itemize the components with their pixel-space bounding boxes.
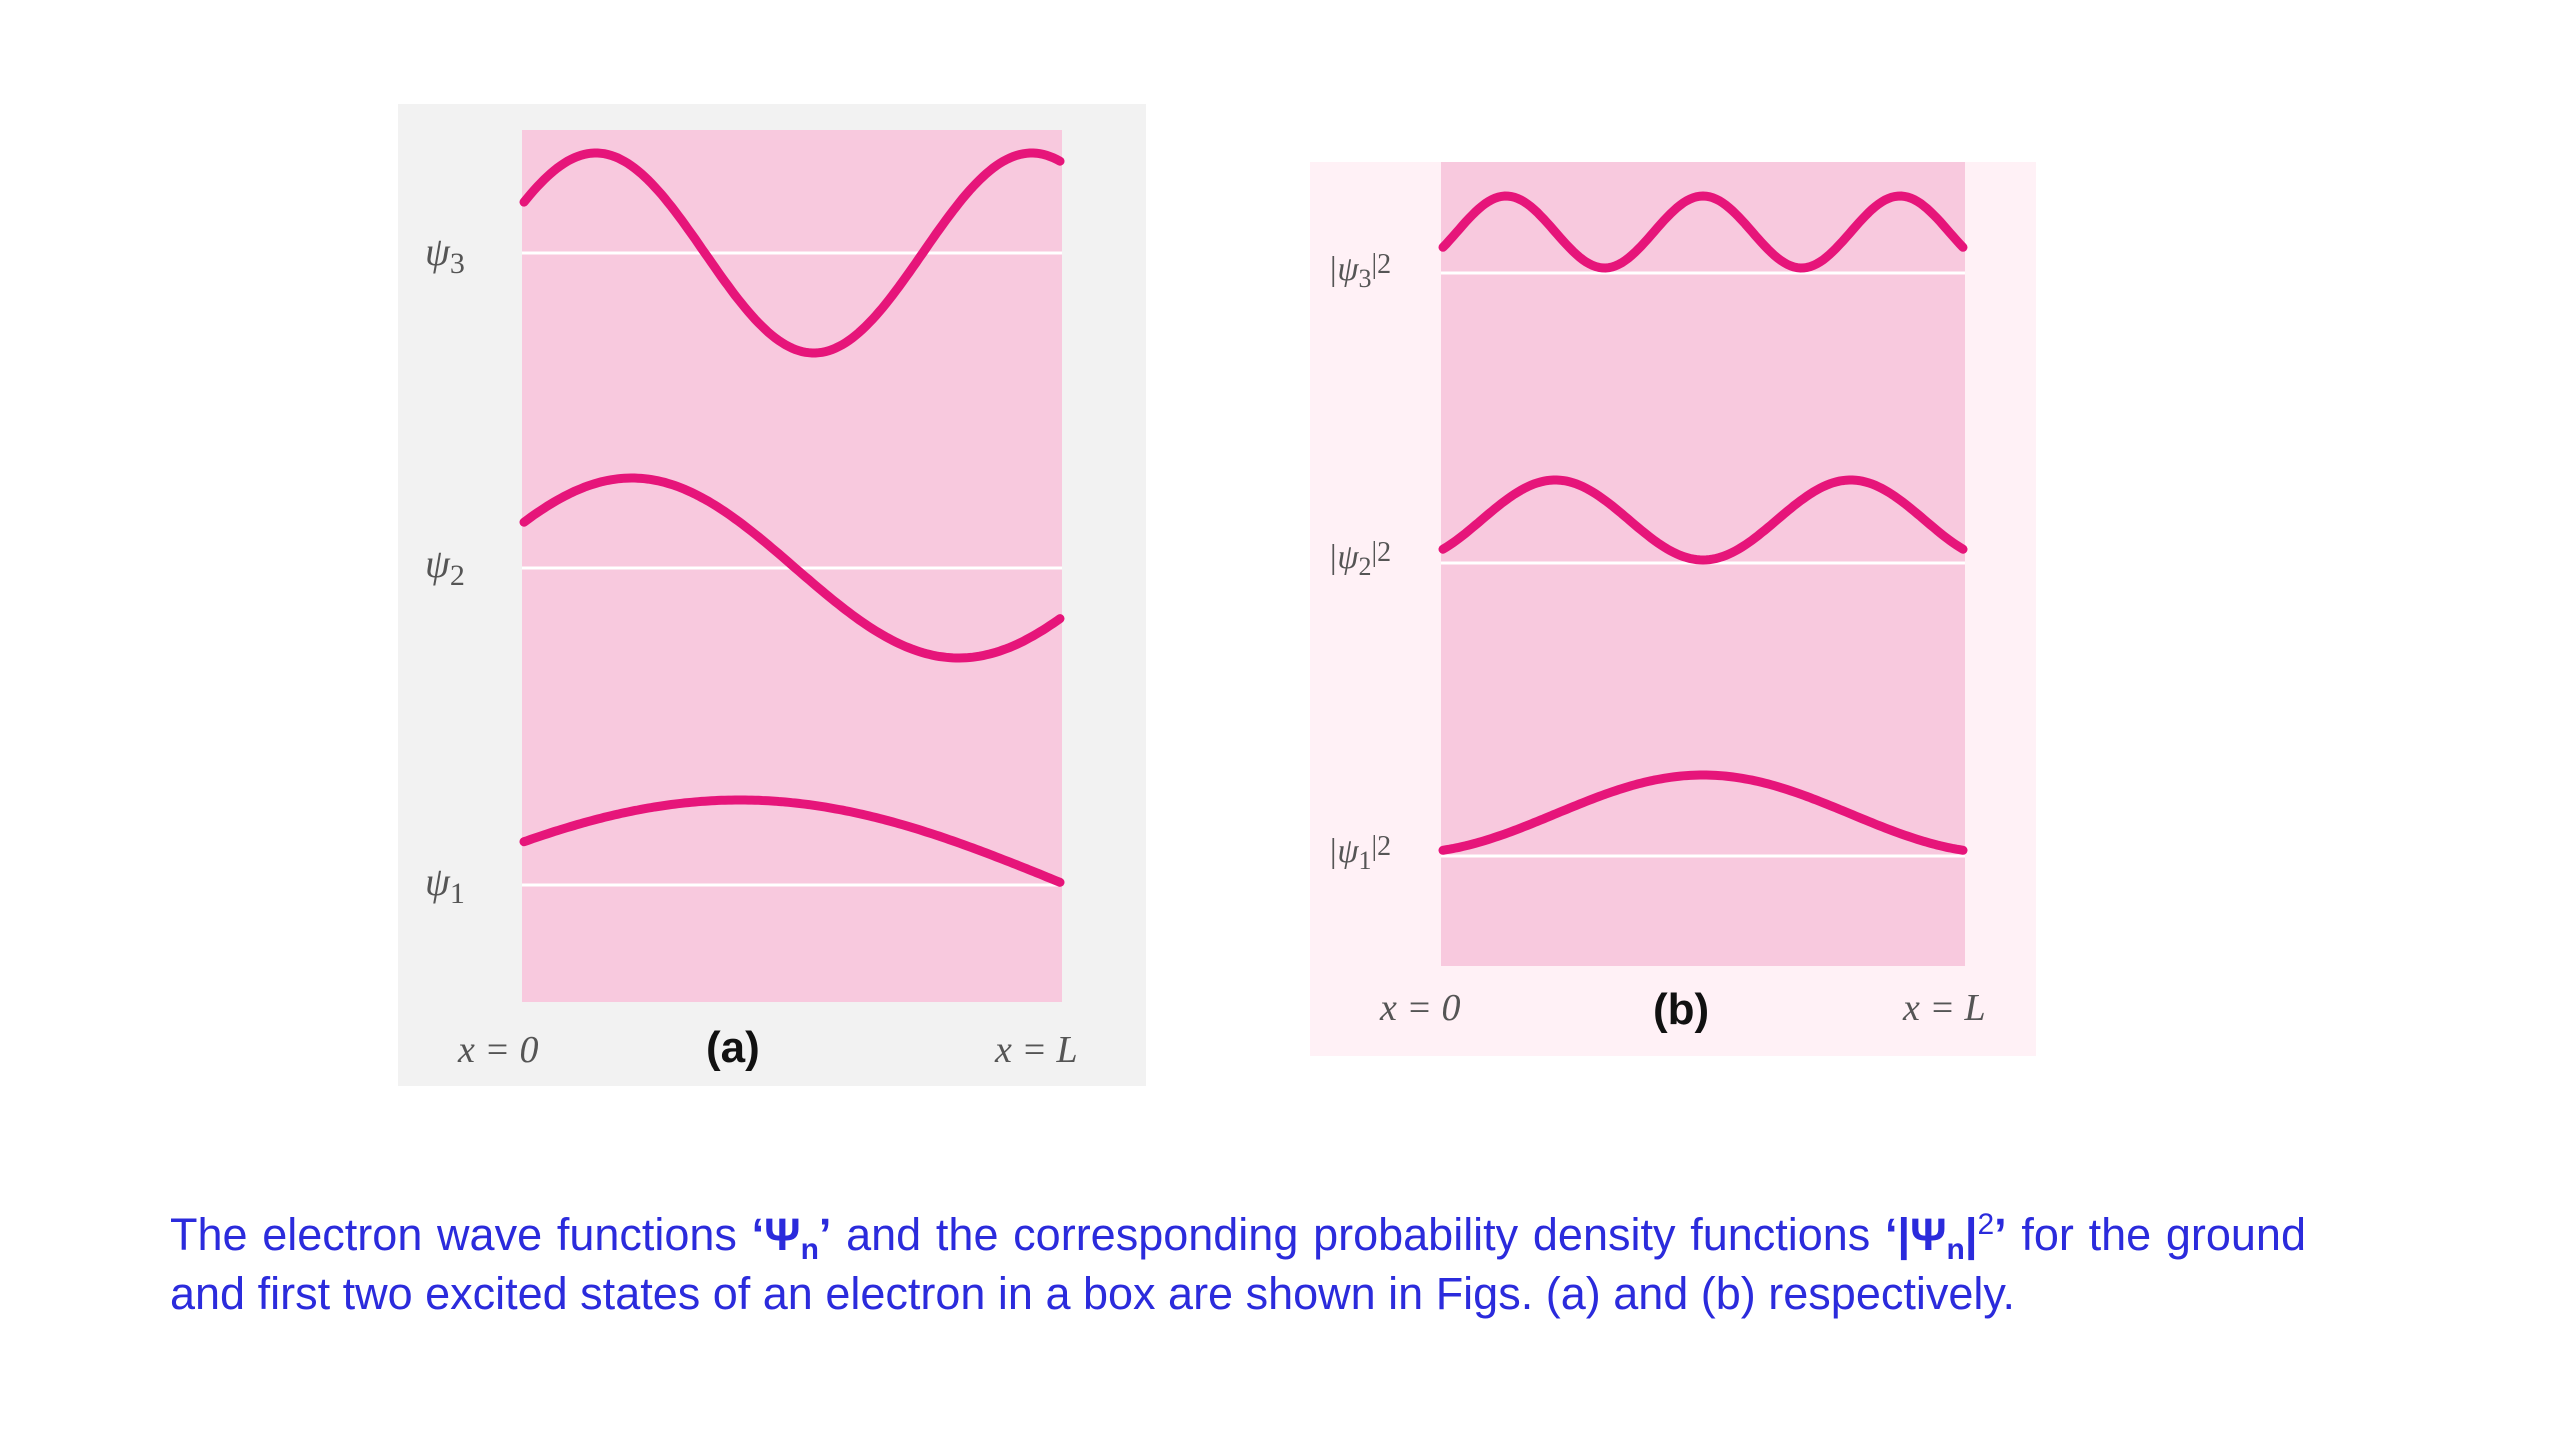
psi3-wave-curve (519, 148, 1065, 358)
panel-a-letter: (a) (706, 1023, 760, 1072)
caption-density-symbol: ‘|Ψn| (1885, 1209, 1978, 1266)
psi2-density-label: |ψ2|2 (1328, 537, 1391, 581)
panel-b: |ψ3|2 |ψ2|2 |ψ1|2 x = 0 (b) x = L (1310, 162, 2036, 1056)
panel-b-letter: (b) (1653, 985, 1709, 1034)
panel-a-x-right-label: x = L (994, 1029, 1078, 1071)
psi2-density-curve (1438, 475, 1968, 565)
psi1-density-label: |ψ1|2 (1328, 831, 1391, 875)
caption-text-1: The electron wave functions (170, 1209, 752, 1260)
panel-a-x-left-label: x = 0 (457, 1029, 539, 1071)
caption-psi-symbol: ‘Ψn’ (751, 1209, 832, 1266)
psi1-wave-curve (519, 795, 1065, 887)
panel-b-x-right-label: x = L (1902, 987, 1986, 1029)
panel-a: ψ3 ψ2 ψ1 x = 0 (a) x = L (398, 104, 1146, 1086)
psi1-label: ψ1 (425, 859, 465, 910)
caption-text-2: and the corresponding probability densit… (831, 1209, 1886, 1260)
psi3-density-curve (1438, 191, 1968, 273)
psi2-wave-curve (519, 473, 1065, 663)
caption-text-3: for the ground and first two excited sta… (170, 1209, 2306, 1319)
psi3-label: ψ3 (425, 229, 465, 280)
psi3-density-label: |ψ3|2 (1328, 249, 1391, 293)
psi2-label: ψ2 (425, 541, 465, 592)
caption-density-exponent: 2 (1977, 1208, 1995, 1241)
psi1-density-curve (1438, 770, 1968, 855)
panel-b-x-left-label: x = 0 (1379, 987, 1461, 1029)
caption: The electron wave functions ‘Ψn’ and the… (170, 1208, 2306, 1319)
